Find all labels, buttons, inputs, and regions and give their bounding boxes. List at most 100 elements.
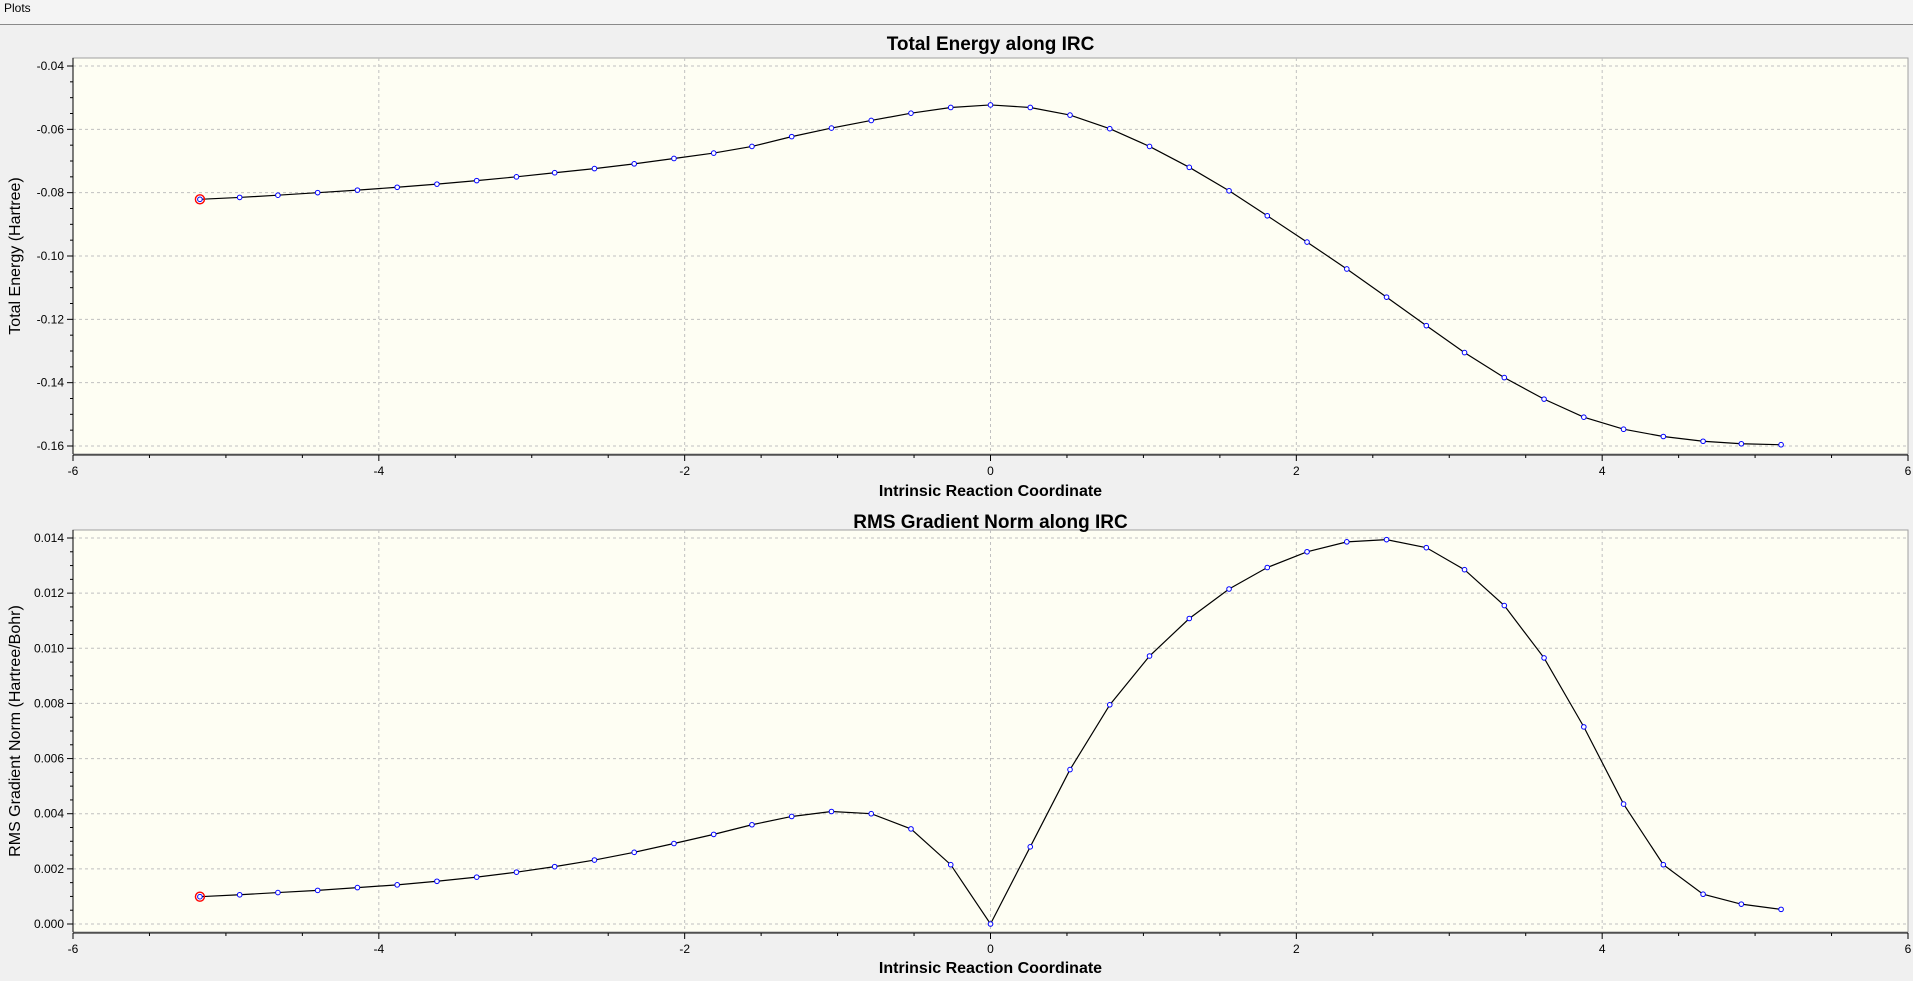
data-point[interactable] bbox=[1461, 349, 1468, 356]
data-point[interactable] bbox=[1226, 586, 1232, 592]
data-point[interactable] bbox=[749, 143, 755, 150]
data-point[interactable] bbox=[434, 181, 440, 187]
data-point[interactable] bbox=[631, 849, 638, 856]
data-point[interactable] bbox=[1226, 187, 1232, 194]
data-point[interactable] bbox=[1383, 294, 1390, 300]
data-point[interactable] bbox=[1778, 906, 1784, 913]
x-tick-label: 2 bbox=[1293, 464, 1300, 478]
data-point[interactable] bbox=[236, 891, 243, 898]
x-axis-label: Intrinsic Reaction Coordinate bbox=[879, 483, 1102, 500]
data-point[interactable] bbox=[1106, 702, 1113, 708]
menu-bar: Plots bbox=[0, 0, 1913, 25]
data-point[interactable] bbox=[1501, 602, 1508, 609]
data-point[interactable] bbox=[394, 184, 400, 191]
data-point[interactable] bbox=[1027, 844, 1034, 850]
data-point[interactable] bbox=[197, 196, 203, 203]
data-point[interactable] bbox=[1541, 655, 1547, 661]
data-points[interactable] bbox=[194, 536, 1784, 927]
rms-gradient-chart: RMS Gradient Norm along IRC Intrinsic Re… bbox=[7, 512, 1912, 977]
plot-axes: -0.04 -0.06 -0.08 -0.10 -0.12 -0.14 -0.16-6 -4 -… bbox=[37, 58, 1912, 478]
total-energy-chart: Total Energy along IRC Intrinsic Reactio… bbox=[7, 34, 1912, 500]
highlighted-point[interactable] bbox=[194, 194, 206, 205]
data-point[interactable] bbox=[1738, 901, 1745, 907]
data-point[interactable] bbox=[1423, 544, 1430, 551]
data-point[interactable] bbox=[1186, 164, 1193, 171]
data-point[interactable] bbox=[473, 177, 480, 184]
data-point[interactable] bbox=[710, 150, 717, 156]
data-point[interactable] bbox=[275, 889, 281, 896]
data-point[interactable] bbox=[1304, 239, 1310, 245]
data-point[interactable] bbox=[1541, 396, 1547, 402]
data-point[interactable] bbox=[671, 155, 677, 162]
chart-title: RMS Gradient Norm along IRC bbox=[853, 512, 1128, 533]
data-point[interactable] bbox=[947, 861, 954, 868]
data-point[interactable] bbox=[749, 821, 755, 828]
data-point[interactable] bbox=[788, 133, 795, 140]
plot-grid bbox=[73, 530, 1908, 932]
data-point[interactable] bbox=[1581, 724, 1587, 730]
data-point[interactable] bbox=[394, 882, 400, 888]
data-point[interactable] bbox=[1660, 861, 1667, 868]
data-point[interactable] bbox=[551, 863, 558, 870]
data-point[interactable] bbox=[314, 887, 321, 894]
data-point[interactable] bbox=[1581, 414, 1587, 420]
y-axis-label: RMS Gradient Norm (Hartree/Bohr) bbox=[7, 605, 24, 857]
data-point[interactable] bbox=[473, 874, 480, 880]
data-point[interactable] bbox=[828, 808, 835, 815]
data-point[interactable] bbox=[947, 104, 954, 111]
data-point[interactable] bbox=[1146, 653, 1153, 659]
data-point[interactable] bbox=[1343, 539, 1350, 545]
data-point[interactable] bbox=[1067, 112, 1073, 118]
data-point[interactable] bbox=[1501, 374, 1508, 381]
data-point[interactable] bbox=[908, 826, 914, 832]
data-point[interactable] bbox=[1027, 104, 1034, 111]
data-point[interactable] bbox=[631, 161, 638, 167]
data-point[interactable] bbox=[1700, 891, 1706, 898]
data-point[interactable] bbox=[1660, 433, 1667, 440]
data-point[interactable] bbox=[1106, 125, 1113, 132]
data-point[interactable] bbox=[1738, 440, 1745, 447]
data-point[interactable] bbox=[1186, 615, 1193, 622]
y-tick-label: 0.000 bbox=[34, 917, 64, 931]
data-point[interactable] bbox=[513, 174, 520, 180]
x-tick-label: 6 bbox=[1905, 464, 1912, 478]
data-point[interactable] bbox=[275, 192, 281, 198]
data-point[interactable] bbox=[908, 110, 914, 116]
data-point[interactable] bbox=[1264, 564, 1271, 571]
data-point[interactable] bbox=[1067, 766, 1073, 773]
data-point[interactable] bbox=[868, 810, 875, 817]
data-point[interactable] bbox=[1700, 438, 1706, 445]
data-point[interactable] bbox=[868, 117, 875, 124]
data-point[interactable] bbox=[551, 169, 558, 176]
data-point[interactable] bbox=[1264, 212, 1271, 219]
data-point[interactable] bbox=[1778, 441, 1784, 448]
data-point[interactable] bbox=[197, 893, 203, 900]
data-point[interactable] bbox=[1620, 426, 1627, 433]
data-point[interactable] bbox=[354, 187, 361, 193]
data-point[interactable] bbox=[788, 813, 795, 820]
data-point[interactable] bbox=[513, 869, 520, 875]
data-point[interactable] bbox=[434, 878, 440, 885]
data-point[interactable] bbox=[1461, 566, 1468, 573]
highlighted-point[interactable] bbox=[194, 891, 206, 902]
data-point[interactable] bbox=[591, 857, 598, 863]
data-point[interactable] bbox=[354, 884, 361, 891]
data-point[interactable] bbox=[987, 102, 994, 108]
data-point[interactable] bbox=[1304, 548, 1310, 555]
data-point[interactable] bbox=[987, 921, 994, 927]
data-point[interactable] bbox=[1146, 143, 1153, 150]
menu-plots[interactable]: Plots bbox=[4, 1, 31, 15]
data-point[interactable] bbox=[1343, 266, 1350, 272]
data-point[interactable] bbox=[591, 165, 598, 172]
data-point[interactable] bbox=[1423, 322, 1430, 329]
y-tick-label: -0.10 bbox=[37, 249, 65, 263]
x-axis-label: Intrinsic Reaction Coordinate bbox=[879, 960, 1102, 977]
data-point[interactable] bbox=[1383, 536, 1390, 543]
data-point[interactable] bbox=[671, 840, 677, 847]
data-point[interactable] bbox=[1620, 801, 1627, 807]
data-points[interactable] bbox=[194, 102, 1784, 448]
data-point[interactable] bbox=[710, 831, 717, 838]
data-point[interactable] bbox=[314, 189, 321, 196]
data-point[interactable] bbox=[828, 125, 835, 131]
data-point[interactable] bbox=[236, 194, 243, 201]
